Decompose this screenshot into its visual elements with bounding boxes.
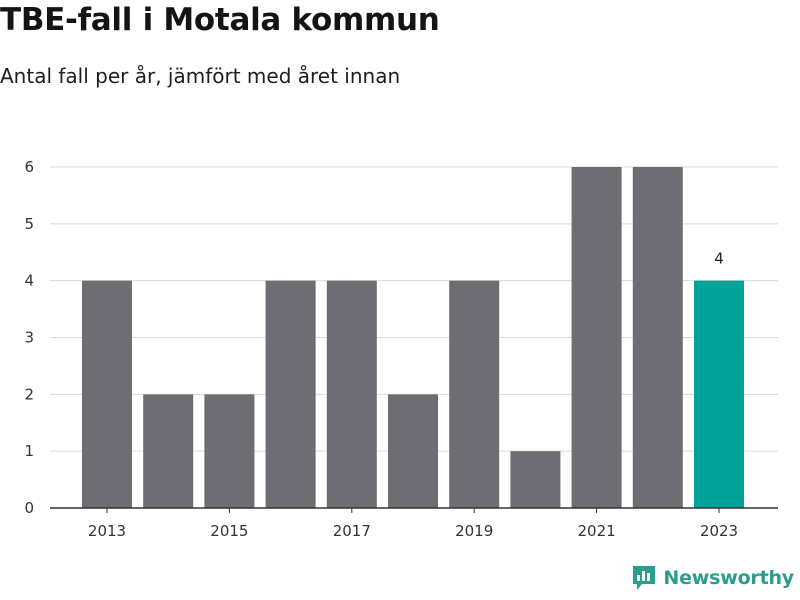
brand-name: Newsworthy [663,567,794,589]
bar-2017 [326,280,377,508]
x-tick-label: 2017 [333,522,371,540]
y-tick-label: 5 [24,215,34,233]
chart-subtitle: Antal fall per år, jämfört med året inna… [0,64,401,88]
labels: 0 1 2 3 4 5 6 2013 2015 2017 2019 2021 2023 4 [24,158,738,540]
axes [50,507,778,513]
x-tick-label: 2019 [455,522,493,540]
bar-2013 [82,280,132,508]
newsworthy-logo-icon [633,566,656,590]
y-tick-label: 4 [24,272,34,290]
bar-2018 [388,394,438,508]
bar-2021 [571,167,622,508]
x-tick-label: 2013 [88,522,126,540]
bar-2016 [265,280,316,508]
bars [82,167,744,508]
y-tick-label: 6 [24,158,34,176]
y-tick-label: 0 [24,499,34,517]
bar-2019 [449,280,500,508]
bar-2022 [632,167,683,508]
bar-2014 [143,394,194,508]
y-tick-label: 1 [24,442,34,460]
bar-2015 [204,394,255,508]
x-tick-label: 2023 [700,522,738,540]
bar-2023 [694,280,744,508]
brand-logo: Newsworthy [631,564,794,592]
y-tick-label: 3 [24,329,34,347]
bar-2020 [510,451,561,508]
chart-title: TBE-fall i Motala kommun [0,2,440,38]
x-tick-label: 2015 [210,522,248,540]
data-label: 4 [714,250,724,268]
x-tick-label: 2021 [578,522,616,540]
y-tick-label: 2 [24,385,34,403]
